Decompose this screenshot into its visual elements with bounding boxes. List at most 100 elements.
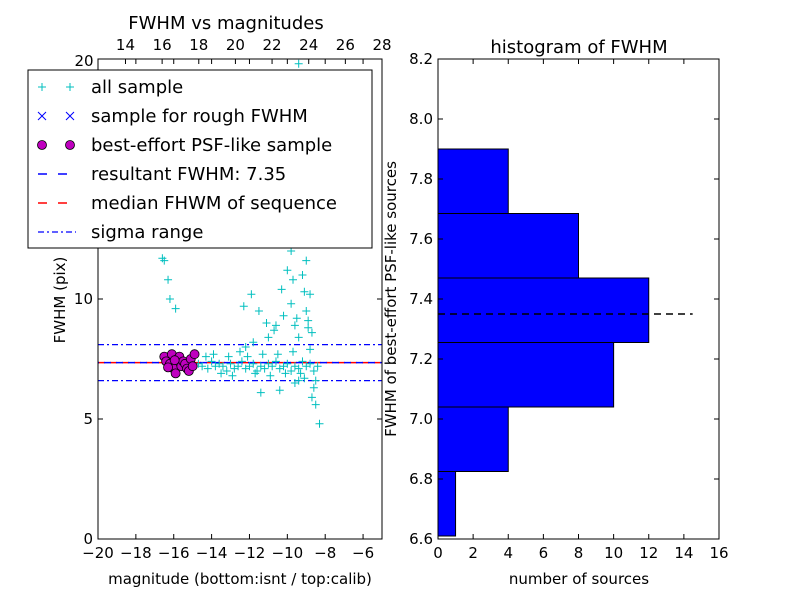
all-sample-point [304, 323, 313, 332]
scatter-top-tick-label: 16 [153, 36, 172, 54]
scatter-top-tick-label: 20 [226, 36, 245, 54]
histogram-y-tick-label: 7.8 [409, 170, 433, 188]
all-sample-point [271, 321, 280, 330]
all-sample-point [266, 371, 275, 380]
psf-sample-point [169, 355, 180, 366]
legend-x-marker [65, 111, 75, 121]
histogram-xlabel: number of sources [509, 570, 649, 588]
psf-sample-point [189, 349, 200, 360]
all-sample-point [251, 369, 260, 378]
all-sample-point [309, 383, 318, 392]
histogram-y-tick-label: 8.2 [409, 50, 433, 68]
legend-entry: sigma range [38, 222, 203, 243]
all-sample-point [292, 314, 301, 323]
histogram-x-tick-label: 16 [709, 544, 728, 562]
scatter-x-tick-label: −18 [120, 544, 152, 562]
histogram-bar [437, 406, 509, 472]
histogram-y-tick-label: 7.2 [409, 350, 433, 368]
all-sample-point [283, 359, 292, 368]
histogram-x-tick-label: 4 [503, 544, 513, 562]
all-sample-point [249, 359, 258, 368]
all-sample-point [296, 369, 305, 378]
all-sample-point [290, 321, 299, 330]
histogram-panel: histogram of FWHM 0 2 4 6 8 10 12 14 16 6.6 6.8 7.0… [382, 37, 729, 588]
all-sample-point [264, 333, 273, 342]
histogram-x-tick-label: 2 [468, 544, 478, 562]
legend-circle-marker [37, 140, 47, 150]
all-sample-point [298, 357, 307, 366]
all-sample-point [203, 364, 212, 373]
all-sample-point [258, 350, 267, 359]
all-sample-point [287, 299, 296, 308]
histogram-bar [437, 342, 615, 408]
scatter-top-tick-label: 22 [263, 36, 282, 54]
histogram-marks [437, 148, 693, 537]
all-sample-point [217, 369, 226, 378]
scatter-ylabel: FWHM (pix) [51, 257, 69, 344]
all-sample-point [298, 271, 307, 279]
all-sample-point [300, 374, 309, 383]
all-sample-point [300, 287, 309, 296]
all-sample-point [234, 362, 243, 371]
scatter-x-tick-label: −8 [314, 544, 336, 562]
histogram-y-tick-label: 6.6 [409, 530, 433, 548]
legend-label: all sample [91, 77, 183, 98]
legend-entry: resultant FWHM: 7.35 [38, 164, 286, 185]
all-sample-point [307, 393, 316, 402]
all-sample-point [243, 352, 252, 361]
scatter-title: FWHM vs magnitudes [128, 13, 323, 34]
all-sample-point [218, 362, 227, 371]
all-sample-point [304, 316, 313, 325]
all-sample-point [268, 362, 277, 371]
legend-entry: sample for rough FWHM [37, 106, 308, 127]
all-sample-point [302, 256, 311, 265]
histogram-bar [437, 148, 509, 214]
legend-plus-marker [66, 83, 74, 91]
histogram-bar [437, 213, 579, 279]
histogram-x-tick-label: 12 [639, 544, 658, 562]
all-sample-point [279, 311, 288, 320]
histogram-x-tick-label: 6 [539, 544, 549, 562]
all-sample-point [249, 338, 258, 347]
histogram-axes: 0 2 4 6 8 10 12 14 16 6.6 6.8 7.0 7.2 7.4 7.6 7.8 8.0 8.2 [409, 50, 728, 562]
histogram-ylabel: FWHM of best-effort PSF-like sources [382, 161, 400, 437]
legend-circle-marker [65, 140, 75, 150]
all-sample-point [289, 347, 298, 356]
psf-sample-point [187, 361, 198, 372]
legend-label: sample for rough FWHM [91, 106, 308, 127]
scatter-axes: −20 −18 −16 −14 −12 −10 −8 −6 14 16 18 20 22 24 26 28 0 5… [74, 36, 392, 562]
all-sample-point [222, 367, 231, 375]
all-sample-point [198, 362, 207, 371]
all-sample-point [207, 357, 216, 366]
all-sample-point [307, 328, 316, 337]
all-sample-point [315, 419, 324, 428]
histogram-x-tick-label: 14 [674, 544, 693, 562]
histogram-y-tick-label: 7.0 [409, 410, 433, 428]
scatter-xlabel: magnitude (bottom:isnt / top:calib) [108, 570, 372, 588]
all-sample-point [254, 307, 263, 315]
scatter-top-tick-label: 26 [336, 36, 355, 54]
all-sample-point [271, 357, 280, 366]
all-sample-point [165, 295, 174, 303]
legend-entry: median FHWM of sequence [38, 193, 337, 214]
scatter-y-tick-label: 5 [83, 410, 93, 428]
scatter-top-tick-label: 14 [116, 36, 135, 54]
scatter-panel: FWHM vs magnitudes −20 −18 −16 −14 −12 −10 −8−… [27, 13, 392, 588]
scatter-top-tick-label: 18 [189, 36, 208, 54]
all-sample-point [236, 347, 244, 356]
all-sample-point [164, 275, 173, 284]
psf-sample-point [170, 368, 181, 379]
all-sample-point [277, 285, 286, 294]
scatter-y-tick-label: 0 [83, 530, 93, 548]
legend-plus-marker [38, 83, 46, 91]
histogram-x-tick-label: 0 [433, 544, 443, 562]
all-sample-point [311, 400, 320, 409]
histogram-x-tick-label: 8 [574, 544, 584, 562]
all-sample-point [294, 364, 303, 373]
legend-label: resultant FWHM: 7.35 [91, 164, 286, 185]
all-sample-point [309, 367, 318, 375]
all-sample-point [270, 326, 279, 335]
legend-label: sigma range [91, 222, 203, 243]
all-sample-point [313, 362, 322, 371]
legend-entry: best-effort PSF-like sample [37, 135, 332, 156]
